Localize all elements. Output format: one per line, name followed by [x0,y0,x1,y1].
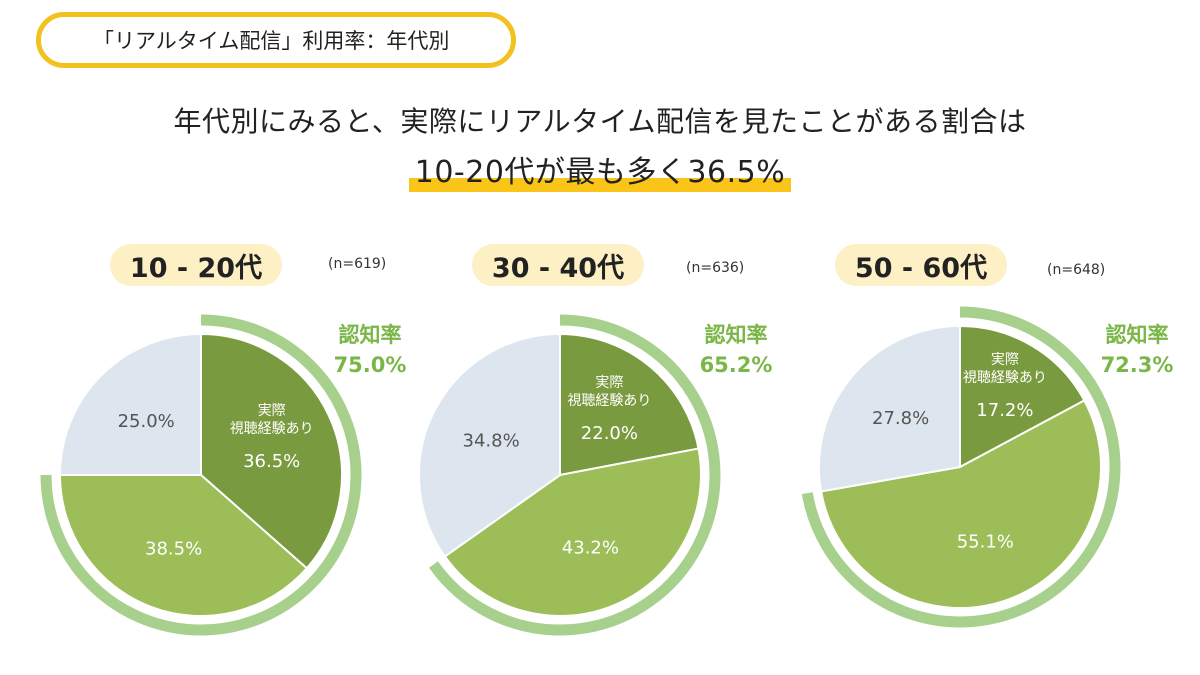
slice-category-label-2: 視聴経験あり [567,393,651,409]
title-badge: 「リアルタイム配信」利用率：年代別 [36,12,516,68]
sample-size-2: (n=636) [686,260,745,276]
slice-value-label-1-1: 36.5% [243,451,300,472]
age-group-label-1: 10 - 20代 [110,244,282,286]
awareness-value-2: 65.2% [700,353,773,377]
sample-size-1: (n=619) [328,256,387,272]
headline-highlight-text: 10-20代が最も多く36.5% [414,155,786,190]
headline-line-1: 年代別にみると、実際にリアルタイム配信を見たことがある割合は [173,105,1027,138]
pie-slice-2-2 [443,447,702,617]
slice-value-label-1-2: 38.5% [145,539,202,560]
awareness-label-2: 認知率 [705,323,768,347]
slice-value-label-2-3: 34.8% [463,430,520,451]
slice-category-label-1: 実際 [258,403,286,419]
pie-slice-1-1 [200,332,343,570]
age-group-label-2: 30 - 40代 [472,244,644,286]
pie-slice-3-1 [959,324,1086,469]
pie-slice-1-2 [58,474,309,617]
slice-category-label-2: 実際 [595,375,623,391]
awareness-value-1: 75.0% [334,353,407,377]
awareness-label-1: 認知率 [339,323,402,347]
slice-category-label-1: 視聴経験あり [230,421,314,437]
slice-category-label-3: 実際 [991,352,1019,368]
awareness-ring-3 [801,306,1121,628]
awareness-label-3: 認知率 [1106,323,1169,347]
pie-slice-3-3 [818,324,961,493]
slice-value-label-3-1: 17.2% [976,400,1033,421]
headline-line-2: 10-20代が最も多く36.5% [0,147,1200,192]
title-badge-text: 「リアルタイム配信」利用率：年代別 [93,29,450,53]
pie-slice-2-1 [559,332,700,477]
pie-slice-1-3 [58,332,202,476]
slice-value-label-2-2: 43.2% [562,537,619,558]
pie-slice-3-2 [819,399,1102,609]
slice-value-label-3-3: 27.8% [872,408,929,429]
awareness-ring-1 [40,314,362,636]
pie-slice-2-3 [418,332,561,558]
age-group-label-3: 50 - 60代 [835,244,1007,286]
slice-value-label-2-1: 22.0% [581,423,638,444]
slice-value-label-1-3: 25.0% [118,411,175,432]
awareness-value-3: 72.3% [1101,353,1174,377]
sample-size-3: (n=648) [1047,262,1106,278]
awareness-ring-2 [428,314,721,636]
slice-category-label-3: 視聴経験あり [963,370,1047,386]
headline-highlight: 10-20代が最も多く36.5% [408,147,792,192]
slice-value-label-3-2: 55.1% [957,531,1014,552]
highlight-marker [408,178,792,192]
